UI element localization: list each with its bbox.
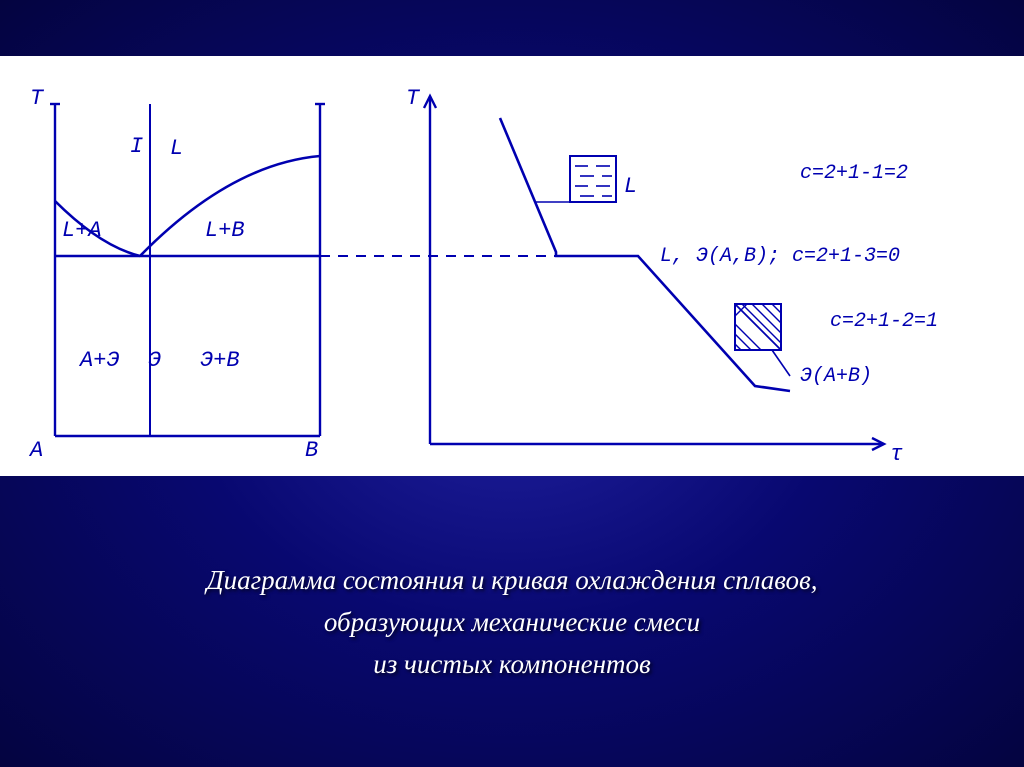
region-L: L	[170, 136, 183, 161]
phase-axis-A-label: А	[28, 438, 43, 463]
region-EB: Э+В	[200, 348, 240, 373]
region-LA: L+A	[62, 218, 102, 243]
diagram-svg: T А В I L L+A L+B А+Э Э Э+В T τ	[0, 56, 1024, 476]
caption-line-3: из чистых компонентов	[0, 644, 1024, 686]
legend-L-box	[536, 156, 616, 202]
phase-axis-B-label: В	[305, 438, 318, 463]
phase-axis-T-label: T	[30, 86, 45, 111]
region-LB: L+B	[205, 218, 245, 243]
cooling-curve: T τ	[320, 86, 938, 467]
slide-root: T А В I L L+A L+B А+Э Э Э+В T τ	[0, 0, 1024, 767]
E-box-leader	[772, 350, 790, 376]
cool-axis-tau-label: τ	[890, 442, 903, 467]
region-I: I	[130, 134, 143, 159]
caption-line-1: Диаграмма состояния и кривая охлаждения …	[0, 560, 1024, 602]
region-E: Э	[148, 348, 161, 373]
phase-diagram: T А В I L L+A L+B А+Э Э Э+В	[28, 86, 325, 463]
equation-L: c=2+1-1=2	[800, 162, 908, 185]
legend-L-label: L	[624, 174, 637, 199]
figure-panel: T А В I L L+A L+B А+Э Э Э+В T τ	[0, 56, 1024, 476]
region-AE: А+Э	[78, 348, 120, 373]
equation-E: c=2+1-2=1	[830, 310, 938, 333]
legend-E-label: Э(А+В)	[800, 365, 872, 388]
L-box-rect	[570, 156, 616, 202]
caption-line-2: образующих механические смеси	[0, 602, 1024, 644]
slide-caption: Диаграмма состояния и кривая охлаждения …	[0, 560, 1024, 686]
equation-LE: L, Э(А,В); c=2+1-3=0	[660, 245, 900, 268]
cool-axis-T-label: T	[406, 86, 421, 111]
